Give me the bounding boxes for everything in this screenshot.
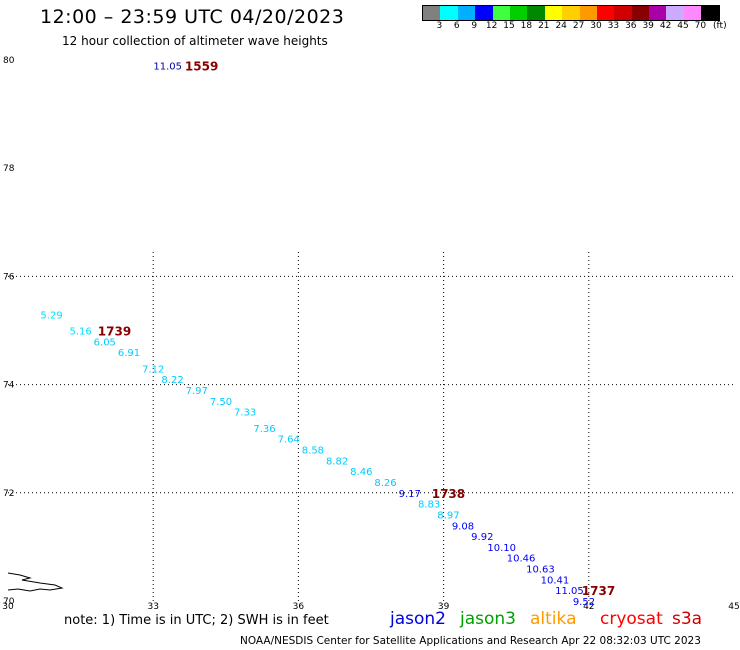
x-tick-label: 39 (438, 602, 450, 612)
x-tick-label: 33 (147, 602, 158, 612)
colorbar-swatch (527, 6, 545, 20)
time-label: 1737 (582, 584, 615, 598)
wave-height-point: 8.46 (350, 467, 372, 478)
wave-height-point: 8.82 (326, 456, 348, 467)
time-label: 1739 (98, 325, 131, 339)
colorbar-label: 36 (625, 21, 637, 31)
wave-height-point: 10.46 (507, 554, 536, 565)
credit-line: NOAA/NESDIS Center for Satellite Applica… (240, 635, 701, 647)
colorbar-label: 70 (694, 21, 707, 31)
colorbar-labels: 3 6 9 12 15 18 21 24 27 30 33 36 39 42 45 70 (ft) (422, 21, 740, 33)
wave-height-point: 7.36 (253, 424, 275, 435)
colorbar-swatch (614, 6, 632, 20)
wave-height-point: 10.41 (541, 575, 570, 586)
colorbar-swatch (701, 6, 719, 20)
colorbar-swatch (544, 6, 563, 20)
legend-item-altika: altika (530, 609, 577, 629)
colorbar-swatch (683, 6, 702, 20)
y-tick-label: 76 (3, 272, 15, 282)
wave-height-point: 7.64 (278, 435, 300, 446)
colorbar-swatch (492, 6, 510, 20)
wave-height-point: 8.97 (437, 510, 459, 521)
colorbar-label: 24 (555, 21, 567, 31)
wave-height-point: 7.33 (234, 408, 256, 419)
wave-height-point: 11.05 (153, 61, 182, 72)
colorbar-label: 33 (607, 21, 620, 31)
x-tick-label: 45 (728, 602, 739, 612)
colorbar-label: 30 (590, 21, 602, 31)
colorbar-swatch (423, 6, 441, 20)
colorbar-swatch (666, 6, 684, 20)
units-note: note: 1) Time is in UTC; 2) SWH is in fe… (64, 613, 329, 628)
colorbar-swatch (631, 6, 650, 20)
x-tick-label: 36 (293, 602, 305, 612)
colorbar-swatch (649, 6, 667, 20)
legend-item-jason3: jason3 (460, 609, 516, 629)
y-tick-label: 72 (3, 489, 14, 499)
chart-subtitle: 12 hour collection of altimeter wave hei… (62, 34, 328, 48)
legend-item-s3a: s3a (672, 609, 703, 629)
colorbar-swatch (596, 6, 615, 20)
colorbar-swatch (475, 6, 493, 20)
y-tick-label: 70 (3, 597, 15, 607)
wave-height-colorbar (422, 5, 720, 21)
colorbar-label: 3 (436, 21, 443, 31)
colorbar-swatch (579, 6, 597, 20)
wave-height-point: 8.26 (374, 478, 396, 489)
time-label: 1738 (432, 487, 465, 501)
y-tick-label: 74 (3, 381, 15, 391)
y-tick-label: 78 (3, 164, 15, 174)
colorbar-swatch (562, 6, 580, 20)
colorbar-label: 15 (503, 21, 515, 31)
legend-item-cryosat: cryosat (600, 609, 663, 629)
wave-height-point: 8.58 (302, 446, 324, 457)
colorbar-label: 39 (642, 21, 654, 31)
coastline-shape (7, 572, 64, 592)
wave-height-point: 7.97 (186, 386, 208, 397)
wave-height-point: 7.50 (210, 397, 232, 408)
legend-item-jason2: jason2 (390, 609, 446, 629)
colorbar-swatch (509, 6, 528, 20)
wave-height-point: 5.16 (69, 327, 91, 338)
wave-height-point: 11.05 (555, 586, 584, 597)
colorbar-label: 18 (520, 21, 533, 31)
colorbar-label: 27 (572, 21, 585, 31)
wave-height-point: 9.17 (399, 489, 421, 500)
colorbar-label: 6 (453, 21, 460, 31)
wave-height-point: 8.22 (161, 375, 183, 386)
colorbar-label: (ft) (713, 21, 727, 31)
wave-height-point: 10.63 (526, 565, 555, 576)
wave-height-point: 6.91 (118, 348, 140, 359)
colorbar-label: 9 (471, 21, 478, 31)
x-tick-label: 42 (583, 602, 594, 612)
time-label: 1559 (185, 59, 218, 73)
wave-height-point: 7.12 (142, 364, 164, 375)
y-tick-label: 80 (3, 56, 15, 66)
colorbar-label: 45 (677, 21, 689, 31)
wave-height-point: 9.08 (452, 521, 474, 532)
colorbar-label: 21 (538, 21, 550, 31)
wave-height-point: 5.29 (40, 310, 62, 321)
wave-height-point: 6.05 (94, 337, 116, 348)
wave-height-point: 9.52 (573, 597, 595, 608)
wave-height-point: 10.10 (487, 543, 516, 554)
colorbar-swatch (457, 6, 476, 20)
colorbar-label: 12 (485, 21, 498, 31)
wave-height-point: 8.83 (418, 500, 440, 511)
wave-height-point: 9.92 (471, 532, 493, 543)
x-tick-label: 30 (2, 602, 14, 612)
chart-title: 12:00 – 23:59 UTC 04/20/2023 (40, 6, 345, 28)
colorbar-swatch (440, 6, 458, 20)
colorbar-label: 42 (659, 21, 672, 31)
